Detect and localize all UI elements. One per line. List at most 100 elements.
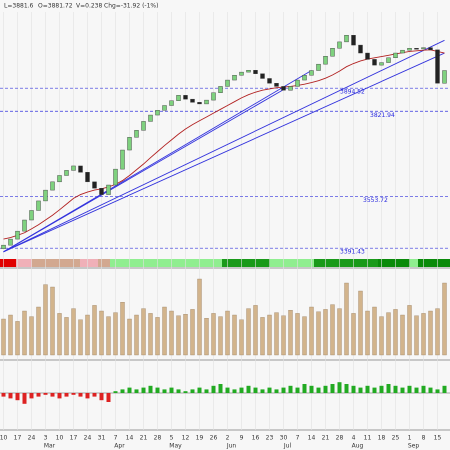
- oscillator-bar: [141, 387, 146, 393]
- volume-bar: [309, 306, 314, 356]
- month-label: Jul: [283, 443, 292, 450]
- x-tick-label: 7: [114, 435, 118, 442]
- candle-body: [141, 121, 146, 131]
- volume-bar: [204, 318, 209, 356]
- volume-bar: [379, 316, 384, 356]
- volume-bar: [106, 316, 111, 356]
- candle-body: [148, 114, 153, 122]
- oscillator-bar: [134, 389, 139, 393]
- header-text: V=0.238: [76, 3, 102, 10]
- volume-bar: [407, 305, 412, 356]
- level-label: 3553.72: [363, 197, 388, 204]
- candle-body: [1, 244, 6, 249]
- candle-body: [253, 70, 258, 74]
- oscillator-bar: [106, 393, 111, 402]
- volume-bar: [302, 316, 307, 356]
- candle-body: [414, 48, 419, 50]
- candle-body: [309, 70, 314, 76]
- header-text: L=3881.6: [4, 3, 34, 10]
- x-tick-label: 11: [364, 435, 372, 442]
- candle-body: [260, 73, 265, 79]
- month-label: Apr: [114, 443, 125, 450]
- oscillator-bar: [64, 393, 69, 397]
- x-tick-label: 8: [422, 435, 426, 442]
- candle-body: [43, 189, 48, 202]
- oscillator-bar: [414, 387, 419, 393]
- candle-body: [50, 181, 55, 191]
- level-label: 3821.94: [370, 112, 395, 119]
- volume-bar: [183, 314, 188, 356]
- month-label: Jun: [226, 443, 237, 450]
- volume-bar: [246, 308, 251, 356]
- volume-bar: [358, 290, 363, 356]
- oscillator-bar: [365, 385, 370, 393]
- candle-body: [211, 92, 216, 101]
- candle-body: [71, 165, 76, 171]
- oscillator-bar: [78, 393, 83, 397]
- x-tick-label: 3: [44, 435, 48, 442]
- volume-bar: [1, 318, 6, 356]
- oscillator-bar: [218, 384, 223, 393]
- volume-bar: [372, 306, 377, 356]
- oscillator-bar: [344, 384, 349, 393]
- x-tick-label: 14: [126, 435, 134, 442]
- oscillator-bar: [358, 387, 363, 393]
- candle-body: [155, 110, 160, 116]
- volume-bar: [134, 314, 139, 356]
- volume-bar: [218, 316, 223, 356]
- candle-body: [407, 48, 412, 51]
- x-tick-label: 15: [434, 435, 442, 442]
- candle-body: [134, 130, 139, 138]
- oscillator-bar: [127, 387, 132, 393]
- volume-bar: [274, 312, 279, 356]
- volume-bar: [365, 310, 370, 356]
- regime-strip: [0, 259, 450, 267]
- oscillator-bar: [225, 387, 230, 393]
- oscillator-bar: [92, 393, 97, 397]
- volume-bar: [169, 310, 174, 356]
- volume-bar: [120, 302, 125, 356]
- candle-body: [302, 75, 307, 81]
- x-tick-label: 17: [70, 435, 78, 442]
- candle-body: [85, 172, 90, 183]
- volume-bar: [281, 315, 286, 356]
- oscillator-bar: [288, 385, 293, 393]
- oscillator-bar: [309, 385, 314, 393]
- oscillator-bar: [295, 387, 300, 393]
- month-label: May: [169, 443, 182, 450]
- volume-bar: [253, 305, 258, 356]
- volume-bar: [197, 278, 202, 356]
- candle-body: [232, 75, 237, 81]
- candle-body: [176, 95, 181, 101]
- oscillator-bar: [435, 389, 440, 393]
- candle-body: [36, 200, 41, 211]
- x-tick-label: 17: [14, 435, 22, 442]
- candle-body: [78, 165, 83, 173]
- month-label: Aug: [352, 443, 364, 450]
- candle-body: [435, 49, 440, 84]
- oscillator-bar: [71, 393, 76, 395]
- oscillator-bar: [22, 393, 27, 404]
- volume-bar: [148, 313, 153, 356]
- candle-body: [372, 59, 377, 66]
- volume-bar: [71, 308, 76, 356]
- candle-body: [197, 102, 202, 105]
- volume-bar: [43, 284, 48, 356]
- candle-body: [386, 57, 391, 63]
- x-tick-label: 18: [378, 435, 386, 442]
- volume-bar: [36, 306, 41, 356]
- candle-body: [218, 86, 223, 93]
- oscillator-bar: [85, 393, 90, 399]
- oscillator-bar: [260, 389, 265, 393]
- volume-bar: [92, 305, 97, 356]
- x-tick-label: 21: [140, 435, 148, 442]
- candle-body: [337, 41, 342, 49]
- oscillator-bar: [190, 389, 195, 393]
- oscillator-bar: [57, 393, 62, 399]
- candle-body: [428, 47, 433, 51]
- x-tick-label: 30: [280, 435, 288, 442]
- volume-bar: [344, 282, 349, 356]
- volume-bar: [295, 313, 300, 356]
